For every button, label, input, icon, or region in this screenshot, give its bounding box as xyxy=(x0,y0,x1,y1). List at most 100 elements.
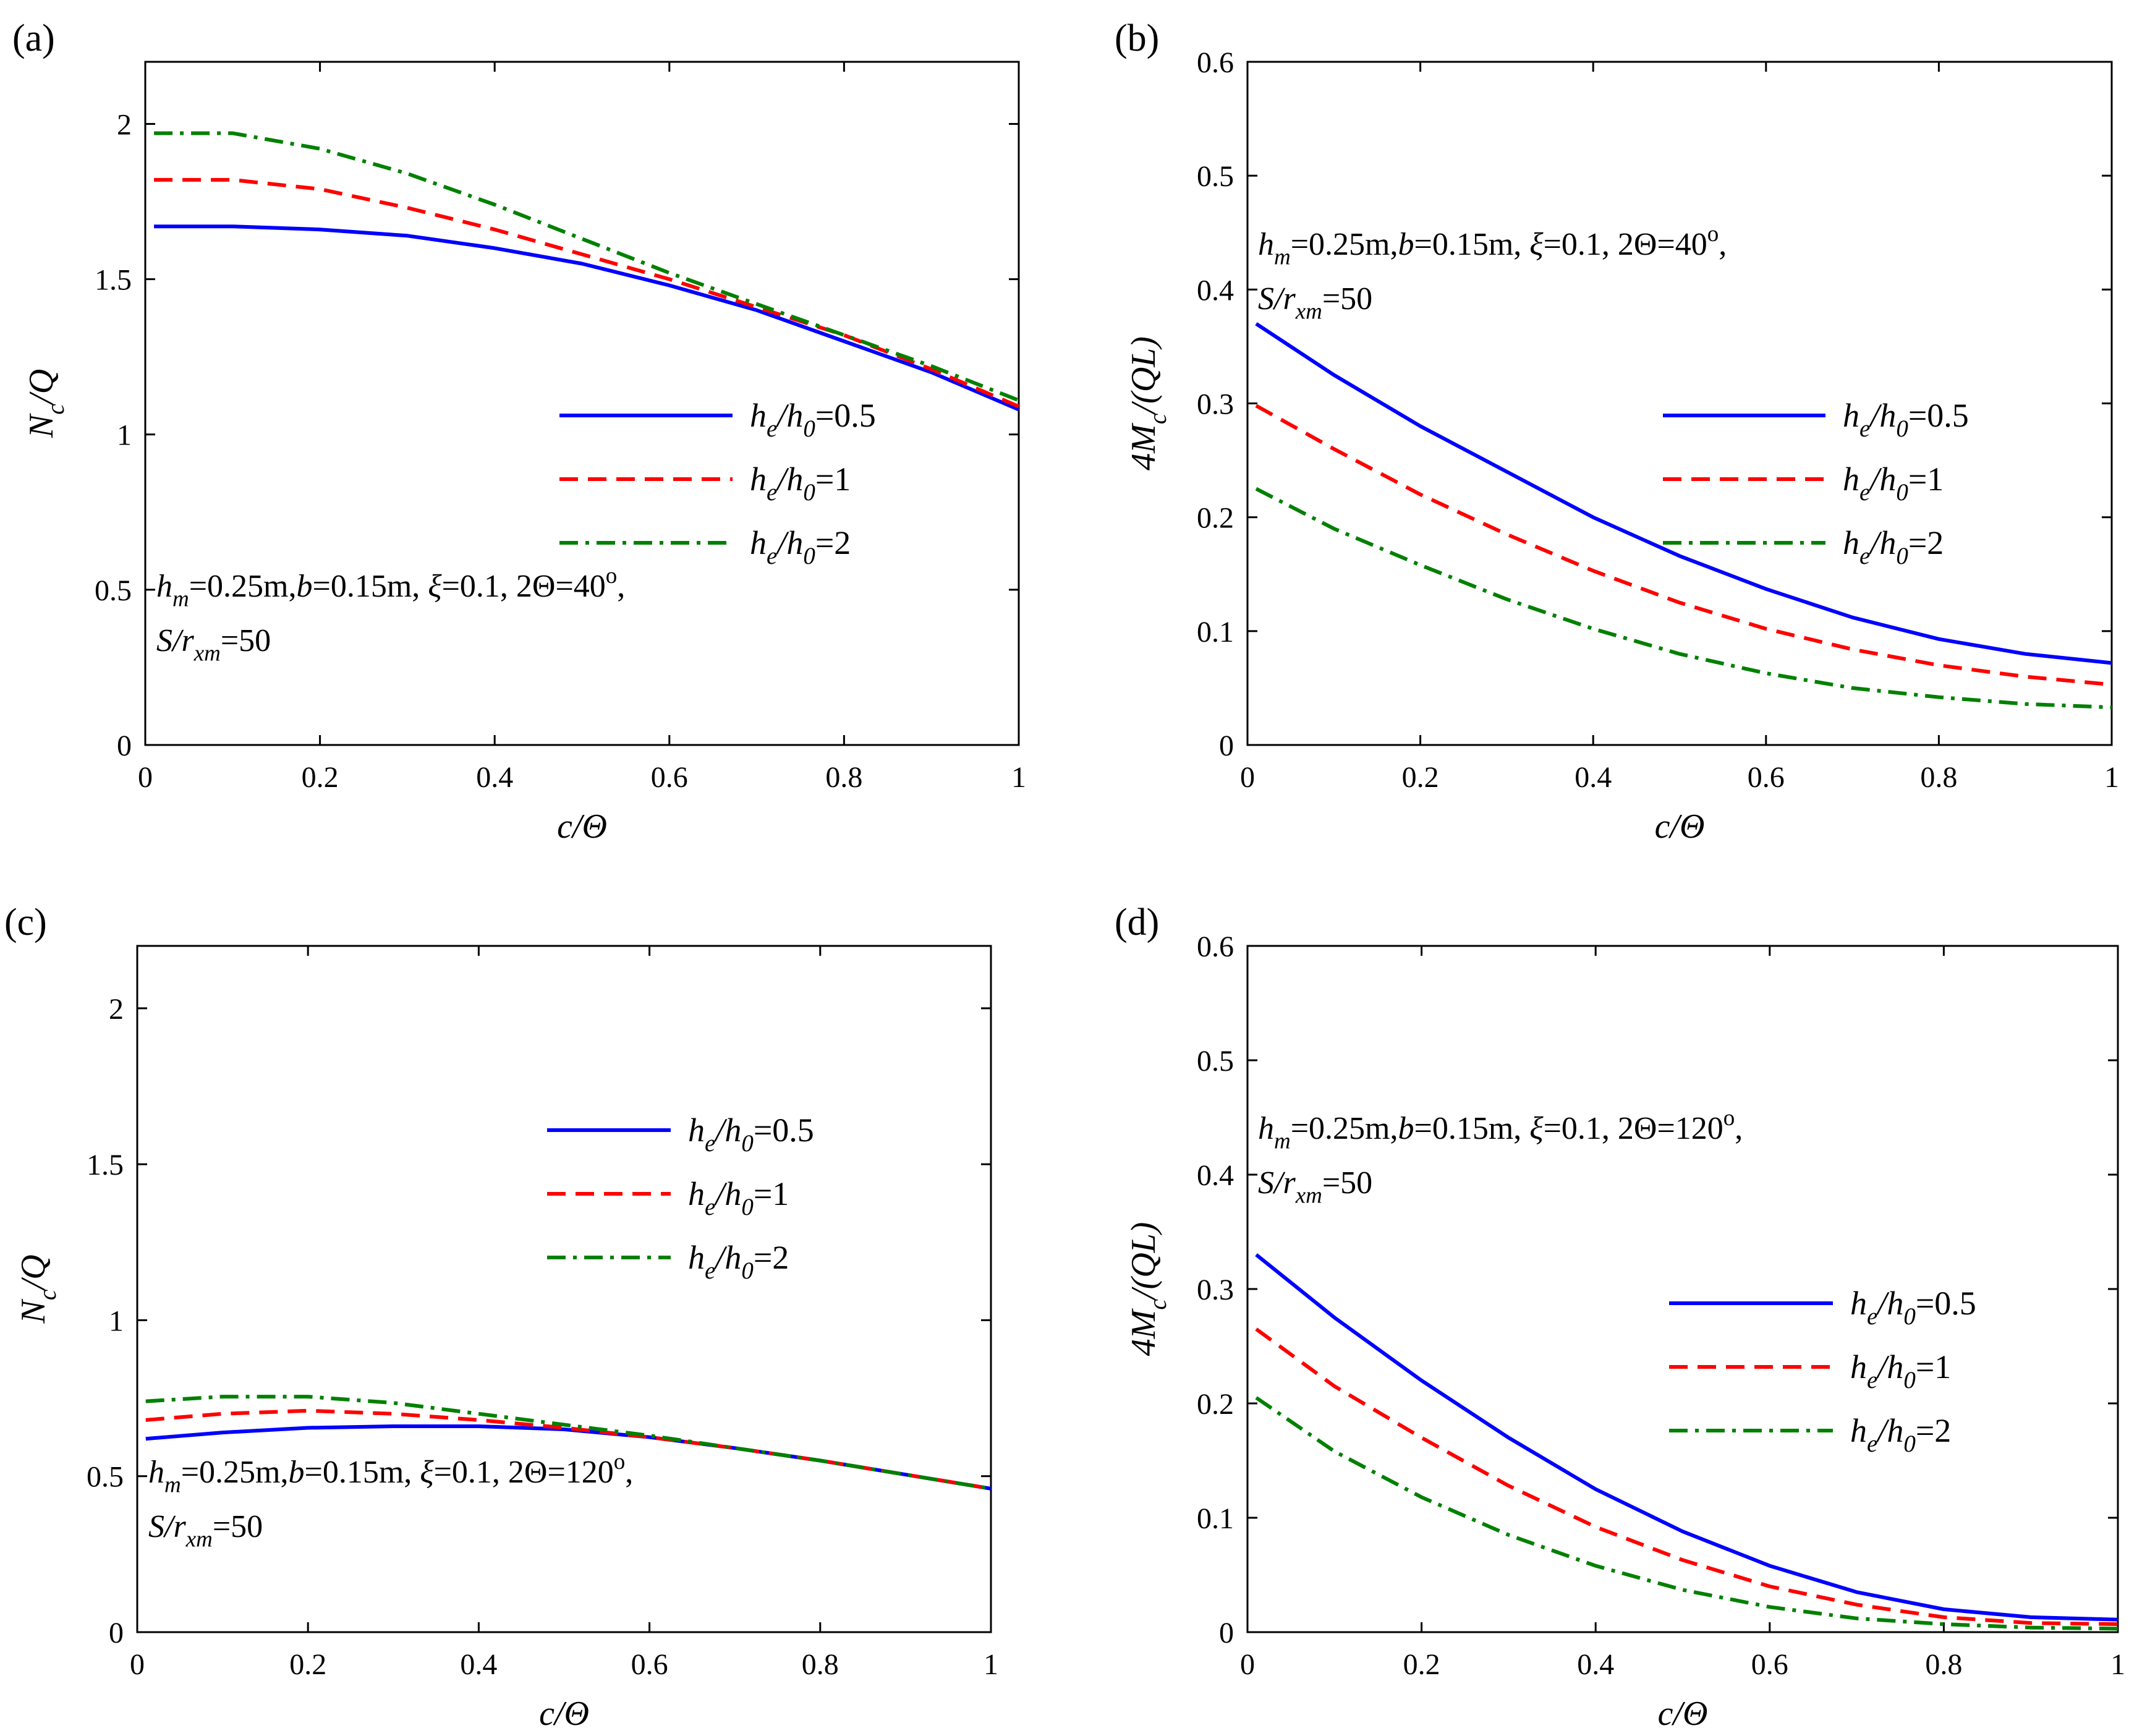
series-line-3 xyxy=(1255,487,2112,710)
legend-label-3: he/h0=2 xyxy=(1850,1412,1951,1457)
plot-frame xyxy=(1246,61,2113,746)
legend: he/h0=0.5 he/h0=1 he/h0=2 xyxy=(559,397,876,569)
y-tick-label: 0.5 xyxy=(95,574,132,607)
parameter-annotation-line2: S/rxm=50 xyxy=(1258,1165,1372,1209)
y-tick-label: 2 xyxy=(117,108,132,141)
legend-label-3: he/h0=2 xyxy=(1843,524,1944,569)
series-line-3 xyxy=(145,1395,992,1491)
series-line-1 xyxy=(154,224,1020,412)
x-tick-label: 0.4 xyxy=(460,1648,497,1681)
parameter-annotation-line1: hm=0.25m,b=0.15m, ξ=0.1, 2Θ=120o, xyxy=(148,1449,633,1497)
legend-label-1: he/h0=0.5 xyxy=(688,1112,814,1157)
x-axis-label: c/Θ xyxy=(539,1695,589,1733)
x-tick-label: 0.8 xyxy=(1925,1648,1962,1681)
legend-label-2: he/h0=1 xyxy=(750,461,851,506)
plot-frame xyxy=(136,945,992,1633)
y-tick-label: 0.5 xyxy=(1197,160,1234,193)
x-tick-label: 1 xyxy=(2110,1648,2125,1681)
legend: he/h0=0.5 he/h0=1 he/h0=2 xyxy=(547,1112,814,1284)
x-tick-label: 0.8 xyxy=(802,1648,839,1681)
x-tick-label: 0.2 xyxy=(1403,1648,1440,1681)
x-tick-label: 0.4 xyxy=(1577,1648,1614,1681)
x-tick-label: 1 xyxy=(1011,761,1026,794)
y-tick-label: 0 xyxy=(1219,1617,1234,1649)
y-tick-label: 2 xyxy=(109,993,124,1026)
y-axis-label: 4Mc/(QL) xyxy=(1124,1222,1171,1356)
x-tick-label: 0 xyxy=(1240,761,1255,794)
series-line-2 xyxy=(1255,1327,2118,1627)
x-tick-label: 0 xyxy=(130,1648,145,1681)
legend: he/h0=0.5 he/h0=1 he/h0=2 xyxy=(1663,397,1969,569)
x-tick-label: 0.6 xyxy=(651,761,688,794)
parameter-annotation-line2: S/rxm=50 xyxy=(156,623,271,666)
legend-label-1: he/h0=0.5 xyxy=(1843,397,1969,442)
x-tick-label: 0.8 xyxy=(1920,761,1957,794)
y-tick-label: 0.3 xyxy=(1197,1274,1234,1306)
x-tick-label: 0.6 xyxy=(631,1648,668,1681)
y-tick-label: 0.6 xyxy=(1197,930,1234,963)
x-tick-label: 0 xyxy=(1240,1648,1255,1681)
y-axis-label: 4Mc/(QL) xyxy=(1124,336,1171,470)
y-tick-label: 0.4 xyxy=(1197,1159,1234,1192)
y-tick-label: 1 xyxy=(117,419,132,452)
y-tick-label: 0.5 xyxy=(87,1461,124,1494)
legend-label-2: he/h0=1 xyxy=(1850,1348,1951,1393)
y-axis-label: Nc/Q xyxy=(22,369,69,438)
x-tick-label: 0.4 xyxy=(1574,761,1612,794)
y-tick-label: 1.5 xyxy=(95,264,132,297)
parameter-annotation-line2: S/rxm=50 xyxy=(148,1509,263,1552)
y-tick-label: 0 xyxy=(1219,730,1234,762)
plot-frame xyxy=(144,61,1020,746)
panel-label: (a) xyxy=(12,17,55,59)
y-axis-label: Nc/Q xyxy=(14,1254,61,1324)
x-tick-label: 0 xyxy=(138,761,153,794)
legend-label-2: he/h0=1 xyxy=(1843,461,1944,506)
x-tick-label: 0.2 xyxy=(1402,761,1439,794)
y-tick-label: 1.5 xyxy=(87,1149,124,1181)
y-tick-label: 0 xyxy=(109,1617,124,1649)
y-tick-label: 1 xyxy=(109,1304,124,1337)
panel-b: 0 0.2 0.4 0.6 0.8 1 0 0.1 0.2 0.3 0.4 0.5 0.6 c/Θ 4Mc/… xyxy=(1115,17,2119,846)
series-line-3 xyxy=(1255,1396,2118,1631)
panel-d: 0 0.2 0.4 0.6 0.8 1 0 0.1 0.2 0.3 0.4 0.5 0.6 c/Θ 4Mc/… xyxy=(1115,901,2125,1733)
panel-label: (d) xyxy=(1115,901,1159,943)
series-line-2 xyxy=(1255,404,2112,687)
parameter-annotation-line2: S/rxm=50 xyxy=(1258,281,1372,325)
legend-label-3: he/h0=2 xyxy=(688,1239,789,1284)
series-line-1 xyxy=(1255,322,2112,665)
y-tick-label: 0 xyxy=(117,730,132,762)
x-axis-label: c/Θ xyxy=(1655,807,1705,846)
legend-label-2: he/h0=1 xyxy=(688,1175,789,1220)
x-tick-label: 0.2 xyxy=(289,1648,326,1681)
parameter-annotation-line1: hm=0.25m,b=0.15m, ξ=0.1, 2Θ=120o, xyxy=(1258,1105,1743,1154)
y-tick-label: 0.4 xyxy=(1197,274,1234,307)
series-line-3 xyxy=(154,131,1020,402)
x-tick-label: 0.8 xyxy=(825,761,862,794)
x-tick-label: 0.6 xyxy=(1751,1648,1788,1681)
y-tick-label: 0.3 xyxy=(1197,388,1234,421)
panel-label: (c) xyxy=(4,901,47,943)
parameter-annotation-line1: hm=0.25m,b=0.15m, ξ=0.1, 2Θ=40o, xyxy=(1258,221,1727,270)
y-tick-label: 0.1 xyxy=(1197,616,1234,649)
x-axis-label: c/Θ xyxy=(1658,1695,1708,1733)
y-tick-label: 0.6 xyxy=(1197,46,1234,79)
legend: he/h0=0.5 he/h0=1 he/h0=2 xyxy=(1669,1285,1976,1457)
plot-frame xyxy=(1246,945,2119,1633)
x-tick-label: 0.6 xyxy=(1748,761,1785,794)
parameter-annotation-line1: hm=0.25m,b=0.15m, ξ=0.1, 2Θ=40o, xyxy=(156,563,625,611)
legend-label-3: he/h0=2 xyxy=(750,524,851,569)
y-tick-label: 0.5 xyxy=(1197,1045,1234,1078)
legend-label-1: he/h0=0.5 xyxy=(1850,1285,1976,1330)
y-tick-label: 0.2 xyxy=(1197,1388,1234,1421)
panel-a: 0 0.2 0.4 0.6 0.8 1 0 0.5 1 1.5 2 c/Θ Nc/Q (a) hm=0.25… xyxy=(12,17,1026,846)
x-tick-label: 1 xyxy=(2104,761,2119,794)
y-tick-label: 0.1 xyxy=(1197,1502,1234,1535)
series-line-2 xyxy=(154,177,1020,409)
x-tick-label: 1 xyxy=(984,1648,998,1681)
x-tick-label: 0.4 xyxy=(476,761,513,794)
y-tick-label: 0.2 xyxy=(1197,502,1234,535)
x-tick-label: 0.2 xyxy=(302,761,339,794)
x-axis-label: c/Θ xyxy=(557,807,607,846)
series-line-1 xyxy=(1255,1253,2118,1622)
